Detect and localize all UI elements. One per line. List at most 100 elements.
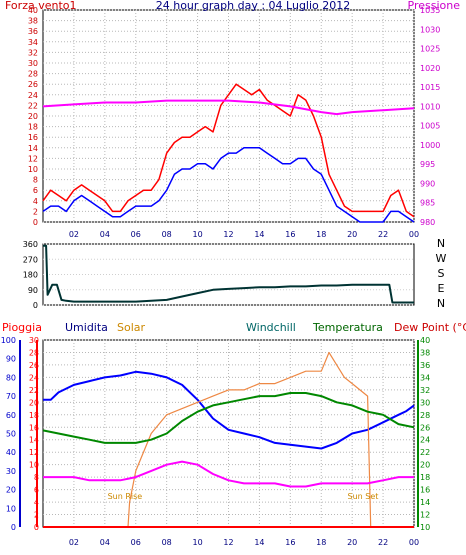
humidity-tick-label: 80 [6,373,16,382]
legend-windchill: Windchill [246,321,296,334]
y-right-tick-label: 990 [420,179,435,188]
y-right-tick-label: 1010 [420,102,440,111]
direction-tick-label: 0 [33,301,38,310]
y-left-tick-label: 2 [33,207,38,216]
y-left-tick-label: 30 [28,59,38,68]
series-pressure [42,99,415,116]
series-direction [43,244,414,304]
x-tick-label: 08 [162,538,172,547]
y-right-tick-label: 1005 [420,122,440,131]
y-left-tick-label: 32 [28,48,38,57]
compass-label: E [438,282,445,295]
y-left-tick-label: 0 [33,218,38,227]
temp-tick-label: 32 [420,386,430,395]
compass-label: S [438,267,445,280]
humidity-tick-label: 50 [6,430,16,439]
y-left-tick-label: 34 [28,38,38,47]
compass-label: W [436,252,447,265]
compass-label: N [437,297,445,310]
rain-tick-label: 28 [29,348,39,357]
y-right-tick-label: 1015 [420,83,440,92]
temp-tick-label: 34 [420,373,430,382]
y-left-tick-label: 18 [28,123,38,132]
temp-tick-label: 10 [420,523,430,532]
y-right-tick-label: 985 [420,199,435,208]
rain-tick-label: 30 [29,336,39,345]
temp-tick-label: 24 [420,436,430,445]
temp-tick-label: 16 [420,486,430,495]
x-tick-label: 14 [254,230,264,239]
x-tick-label: 06 [131,230,141,239]
direction-tick-label: 90 [28,286,38,295]
y-right-tick-label: 1020 [420,64,440,73]
y-right-tick-label: 995 [420,160,435,169]
x-tick-label: 10 [192,538,202,547]
temp-tick-label: 22 [420,448,430,457]
humidity-tick-label: 0 [11,523,16,532]
rain-tick-label: 10 [29,461,39,470]
legend-dew-point-c-: Dew Point (°C) [394,321,466,334]
rain-tick-label: 12 [29,448,39,457]
rain-tick-label: 0 [34,523,39,532]
rain-tick-label: 26 [29,361,39,370]
temp-tick-label: 36 [420,361,430,370]
x-tick-label: 04 [100,230,110,239]
y-left-tick-label: 4 [33,197,38,206]
y-right-tick-label: 1035 [420,6,440,15]
x-tick-label: 00 [409,538,419,547]
humidity-tick-label: 90 [6,355,16,364]
y-left-tick-label: 6 [33,186,38,195]
left-axis-title: Forza vento1 [5,0,77,12]
compass-label: N [437,237,445,250]
y-left-tick-label: 26 [28,80,38,89]
temp-tick-label: 12 [420,511,430,520]
rain-tick-label: 22 [29,386,39,395]
annotation-sun-rise: Sun Rise [108,492,143,501]
series-dewpoint [43,460,414,488]
y-left-tick-label: 16 [28,133,38,142]
temp-tick-label: 14 [420,498,430,507]
humidity-tick-label: 20 [6,486,16,495]
x-tick-label: 00 [409,230,419,239]
x-tick-label: 02 [69,538,79,547]
legend-umidita: Umidita [65,321,108,334]
legend-pioggia: Pioggia [2,321,42,334]
series-gust [42,83,415,218]
y-left-tick-label: 24 [28,91,38,100]
legend-temperatura: Temperatura [312,321,383,334]
direction-tick-label: 180 [23,271,38,280]
y-right-tick-label: 1030 [420,25,440,34]
y-right-tick-label: 1025 [420,45,440,54]
humidity-tick-label: 40 [6,448,16,457]
x-tick-label: 18 [316,538,326,547]
y-left-tick-label: 20 [28,112,38,121]
temp-tick-label: 30 [420,398,430,407]
rain-tick-label: 20 [29,398,39,407]
y-left-tick-label: 10 [28,165,38,174]
y-left-tick-label: 40 [28,6,38,15]
x-tick-label: 12 [223,230,233,239]
rain-tick-label: 18 [29,411,39,420]
temp-tick-label: 20 [420,461,430,470]
annotation-sun-set: Sun Set [348,492,379,501]
humidity-tick-label: 30 [6,467,16,476]
series-humidity [43,370,415,450]
rain-tick-label: 24 [29,373,39,382]
y-right-tick-label: 980 [420,218,435,227]
rain-tick-label: 16 [29,423,39,432]
direction-tick-label: 270 [23,255,38,264]
x-tick-label: 20 [347,538,357,547]
y-right-tick-label: 1000 [420,141,440,150]
x-tick-label: 10 [192,230,202,239]
temp-tick-label: 38 [420,348,430,357]
temp-tick-label: 28 [420,411,430,420]
y-left-tick-label: 14 [28,144,38,153]
x-tick-label: 20 [347,230,357,239]
x-tick-label: 12 [223,538,233,547]
temp-tick-label: 26 [420,423,430,432]
x-tick-label: 22 [378,230,388,239]
x-tick-label: 08 [162,230,172,239]
y-left-tick-label: 22 [28,101,38,110]
y-left-tick-label: 28 [28,70,38,79]
